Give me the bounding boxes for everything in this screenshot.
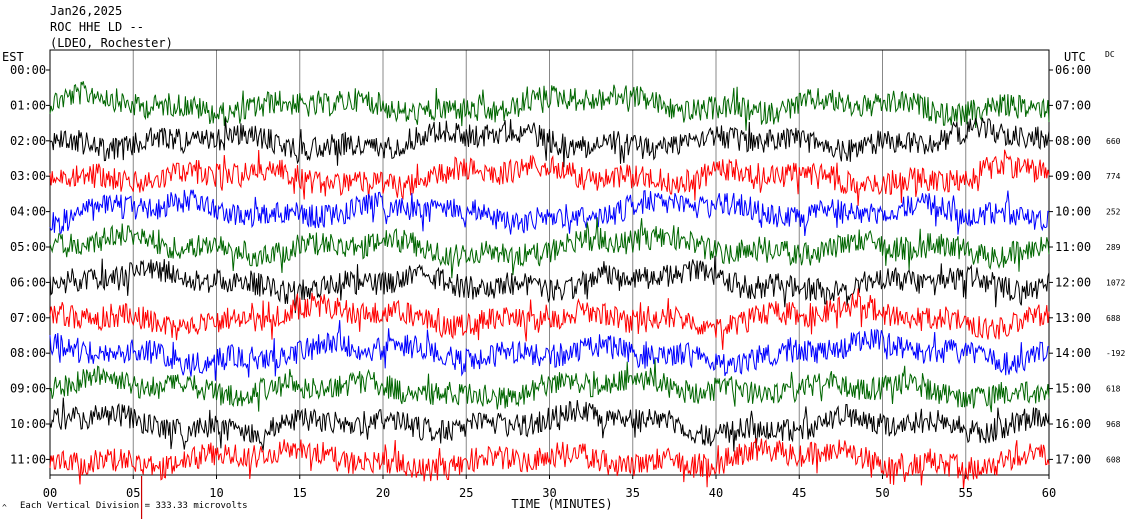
dc-value-8: -192 [1106,349,1125,358]
x-tick-label-60: 60 [1042,486,1056,500]
utc-label-17:00: 17:00 [1055,452,1091,466]
x-tick-label-55: 55 [959,486,973,500]
utc-label-16:00: 16:00 [1055,417,1091,431]
x-tick-label-45: 45 [792,486,806,500]
trace-row-07:00 [49,288,1050,350]
utc-label-09:00: 09:00 [1055,169,1091,183]
est-label-01:00: 01:00 [10,98,46,112]
header-network: (LDEO, Rochester) [50,36,173,50]
utc-label-12:00: 12:00 [1055,275,1091,289]
dc-value-3: 774 [1106,172,1121,181]
est-label-07:00: 07:00 [10,311,46,325]
est-label-00:00: 00:00 [10,63,46,77]
x-tick-label-00: 00 [43,486,57,500]
trace-row-03:00 [49,149,1050,206]
utc-axis-title: UTC [1064,50,1086,64]
x-tick-label-40: 40 [709,486,723,500]
est-axis-title: EST [2,50,24,64]
trace-row-06:00 [49,255,1050,314]
utc-label-07:00: 07:00 [1055,98,1091,112]
dc-value-6: 1072 [1106,278,1125,287]
est-label-08:00: 08:00 [10,346,46,360]
x-axis-label: TIME (MINUTES) [511,497,612,511]
est-label-09:00: 09:00 [10,382,46,396]
x-tick-label-15: 15 [293,486,307,500]
utc-label-14:00: 14:00 [1055,346,1091,360]
scale-note: Each Vertical Division = 333.33 microvol… [20,501,248,511]
est-label-11:00: 11:00 [10,452,46,466]
x-tick-label-05: 05 [126,486,140,500]
trace-row-01:00 [49,81,1050,131]
est-label-05:00: 05:00 [10,240,46,254]
dc-value-7: 688 [1106,314,1121,323]
dc-value-4: 252 [1106,208,1121,217]
est-label-10:00: 10:00 [10,417,46,431]
x-tick-label-50: 50 [875,486,889,500]
est-label-02:00: 02:00 [10,134,46,148]
utc-label-08:00: 08:00 [1055,134,1091,148]
header-station: ROC HHE LD -- [50,20,144,34]
trace-row-04:00 [49,189,1050,237]
trace-row-11:00 [49,438,1050,490]
trace-row-05:00 [49,217,1050,279]
dc-value-2: 660 [1106,137,1121,146]
header-date: Jan26,2025 [50,4,123,18]
est-label-03:00: 03:00 [10,169,46,183]
dc-column-title: DC [1105,50,1115,59]
dc-value-11: 608 [1106,455,1121,464]
utc-label-06:00: 06:00 [1055,63,1091,77]
x-tick-label-20: 20 [376,486,390,500]
utc-label-11:00: 11:00 [1055,240,1091,254]
dc-value-5: 289 [1106,243,1121,252]
est-label-06:00: 06:00 [10,275,46,289]
x-tick-label-35: 35 [626,486,640,500]
trace-row-09:00 [49,359,1050,413]
est-label-04:00: 04:00 [10,205,46,219]
x-tick-label-30: 30 [542,486,556,500]
x-tick-label-10: 10 [209,486,223,500]
dc-value-10: 968 [1106,420,1121,429]
dc-value-9: 618 [1106,385,1121,394]
trace-row-10:00 [49,397,1050,452]
utc-label-10:00: 10:00 [1055,205,1091,219]
trace-row-02:00 [49,117,1050,168]
trace-row-08:00 [49,320,1050,381]
utc-label-15:00: 15:00 [1055,382,1091,396]
utc-label-13:00: 13:00 [1055,311,1091,325]
footer-mark: ^ [2,503,7,512]
x-tick-label-25: 25 [459,486,473,500]
